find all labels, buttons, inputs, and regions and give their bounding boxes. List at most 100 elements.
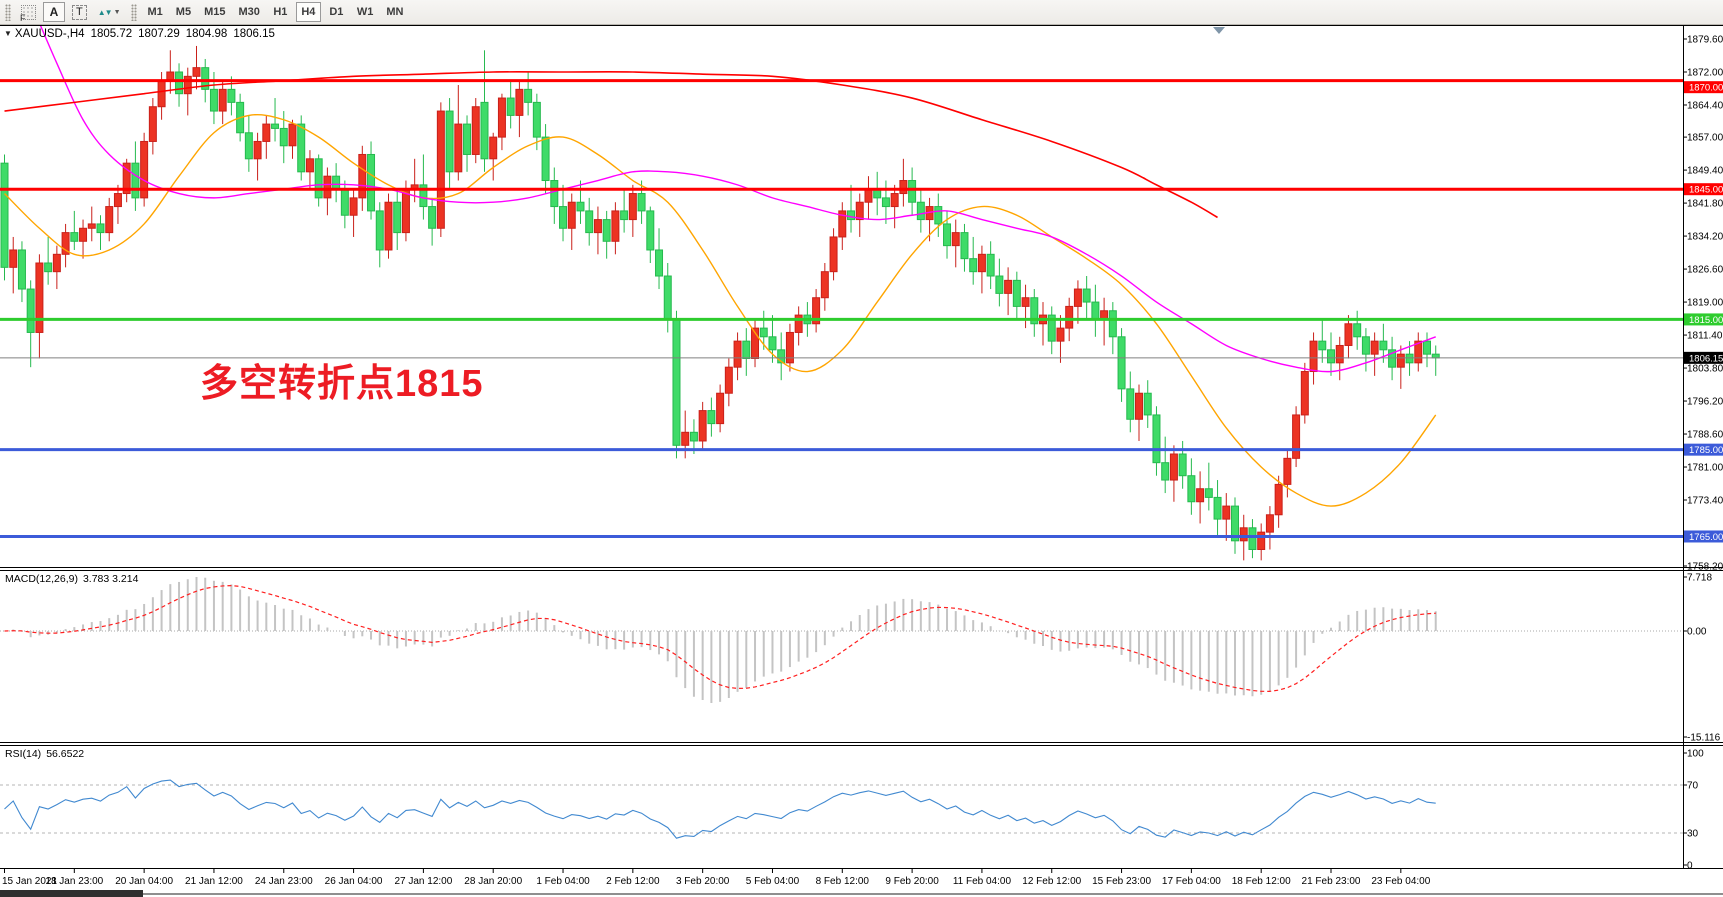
candle (1152, 414, 1161, 464)
ma-mid-magenta (39, 26, 1436, 373)
time-tick-label: 27 Jan 12:00 (394, 876, 452, 887)
candle (1091, 301, 1100, 320)
price-level-badge: 1845.00 (1689, 185, 1723, 196)
candle (777, 349, 786, 364)
candle (829, 236, 838, 273)
cursor-select-button[interactable]: A (43, 2, 65, 22)
price-tick-label: 1849.40 (1687, 166, 1723, 177)
candle (524, 88, 533, 103)
time-tick-label: 8 Feb 12:00 (816, 876, 870, 887)
timeframe-button-d1[interactable]: D1 (324, 2, 349, 22)
candle (201, 67, 210, 90)
arrow-objects-button[interactable]: ▲▼ ▼ (94, 2, 125, 22)
time-tick-label: 12 Feb 12:00 (1022, 876, 1081, 887)
horizontal-scrollbar-track[interactable] (0, 893, 1723, 895)
candle (707, 410, 716, 425)
timeframe-button-m5[interactable]: M5 (171, 2, 196, 22)
candle (969, 258, 978, 273)
time-tick-label: 2 Feb 12:00 (606, 876, 660, 887)
timeframe-button-m30[interactable]: M30 (233, 2, 264, 22)
candle (61, 232, 70, 255)
candle (175, 71, 184, 95)
time-tick-label: 15 Feb 23:00 (1092, 876, 1151, 887)
candle (995, 275, 1004, 294)
text-label-button[interactable]: T (68, 2, 91, 22)
price-level-badge: 1870.00 (1689, 83, 1723, 94)
timeframe-button-m1[interactable]: M1 (143, 2, 168, 22)
candle (44, 262, 53, 273)
candle (1108, 310, 1117, 338)
time-tick-label: 20 Jan 04:00 (115, 876, 173, 887)
timeframe-button-h1[interactable]: H1 (268, 2, 293, 22)
candle (1231, 505, 1240, 542)
timeframe-button-h4[interactable]: H4 (295, 2, 321, 22)
candle (751, 327, 760, 359)
price-level-badge: 1765.00 (1689, 532, 1723, 543)
candle (628, 193, 637, 221)
candle (838, 210, 847, 238)
time-tick-label: 18 Jan 23:00 (45, 876, 103, 887)
candle (916, 201, 925, 221)
price-level-badge: 1815.00 (1689, 315, 1723, 326)
candle (113, 193, 122, 208)
template-grid-button[interactable]: F (17, 2, 40, 23)
candle (1196, 488, 1205, 503)
price-level-badge: 1806.15 (1689, 353, 1723, 364)
candle (297, 123, 306, 173)
candle (1204, 488, 1213, 498)
candlestick-series (0, 45, 1440, 561)
price-tick-label: 1811.40 (1687, 331, 1723, 342)
grid-f-label: F (20, 12, 26, 23)
candle (672, 318, 681, 446)
time-tick-label: 28 Jan 20:00 (464, 876, 522, 887)
candle (1431, 353, 1440, 359)
candle (436, 110, 445, 229)
price-tick-label: 1864.40 (1687, 100, 1723, 111)
candle (349, 197, 358, 216)
timeframe-button-m15[interactable]: M15 (199, 2, 230, 22)
rsi-axis-label: 100 (1687, 749, 1704, 760)
candle (1021, 297, 1030, 307)
moving-averages (4, 26, 1437, 507)
candle (567, 201, 576, 229)
candle (87, 223, 96, 229)
candle (79, 227, 88, 242)
timeframe-button-w1[interactable]: W1 (352, 2, 379, 22)
timeframe-button-mn[interactable]: MN (381, 2, 408, 22)
candle (951, 232, 960, 247)
candle (1327, 349, 1336, 364)
price-tick-label: 1879.60 (1687, 35, 1723, 46)
rsi-axis-label: 0 (1687, 861, 1693, 872)
time-tick-label: 15 Jan 2021 (2, 876, 57, 887)
candle (1353, 323, 1362, 338)
candle (1335, 344, 1344, 364)
candle (1239, 527, 1248, 542)
candle (1073, 288, 1082, 307)
price-tick-label: 1834.20 (1687, 232, 1723, 243)
candle (1004, 279, 1013, 294)
candle (1292, 414, 1301, 459)
rsi-axis-label: 70 (1687, 781, 1699, 792)
candle (157, 80, 166, 108)
dropdown-caret-icon: ▼ (113, 8, 121, 16)
price-tick-label: 1872.00 (1687, 67, 1723, 78)
toolbar-drag-handle[interactable] (5, 3, 11, 21)
candle (602, 219, 611, 242)
ma-slow-red (4, 71, 1218, 219)
time-tick-label: 11 Feb 04:00 (953, 876, 1012, 887)
candle (960, 232, 969, 260)
candle (1300, 371, 1309, 416)
arrow-objects-icon: ▲▼ (97, 7, 113, 17)
candle (1257, 531, 1266, 551)
time-tick-label: 5 Feb 04:00 (746, 876, 800, 887)
toolbar-drag-handle[interactable] (130, 3, 137, 21)
horizontal-scrollbar-thumb[interactable] (0, 890, 143, 897)
candle (428, 206, 437, 229)
candle (576, 201, 585, 212)
candle (1169, 453, 1178, 481)
candle (820, 271, 829, 299)
price-level-badge: 1785.00 (1689, 445, 1723, 456)
candle (358, 153, 367, 199)
candle (899, 180, 908, 195)
